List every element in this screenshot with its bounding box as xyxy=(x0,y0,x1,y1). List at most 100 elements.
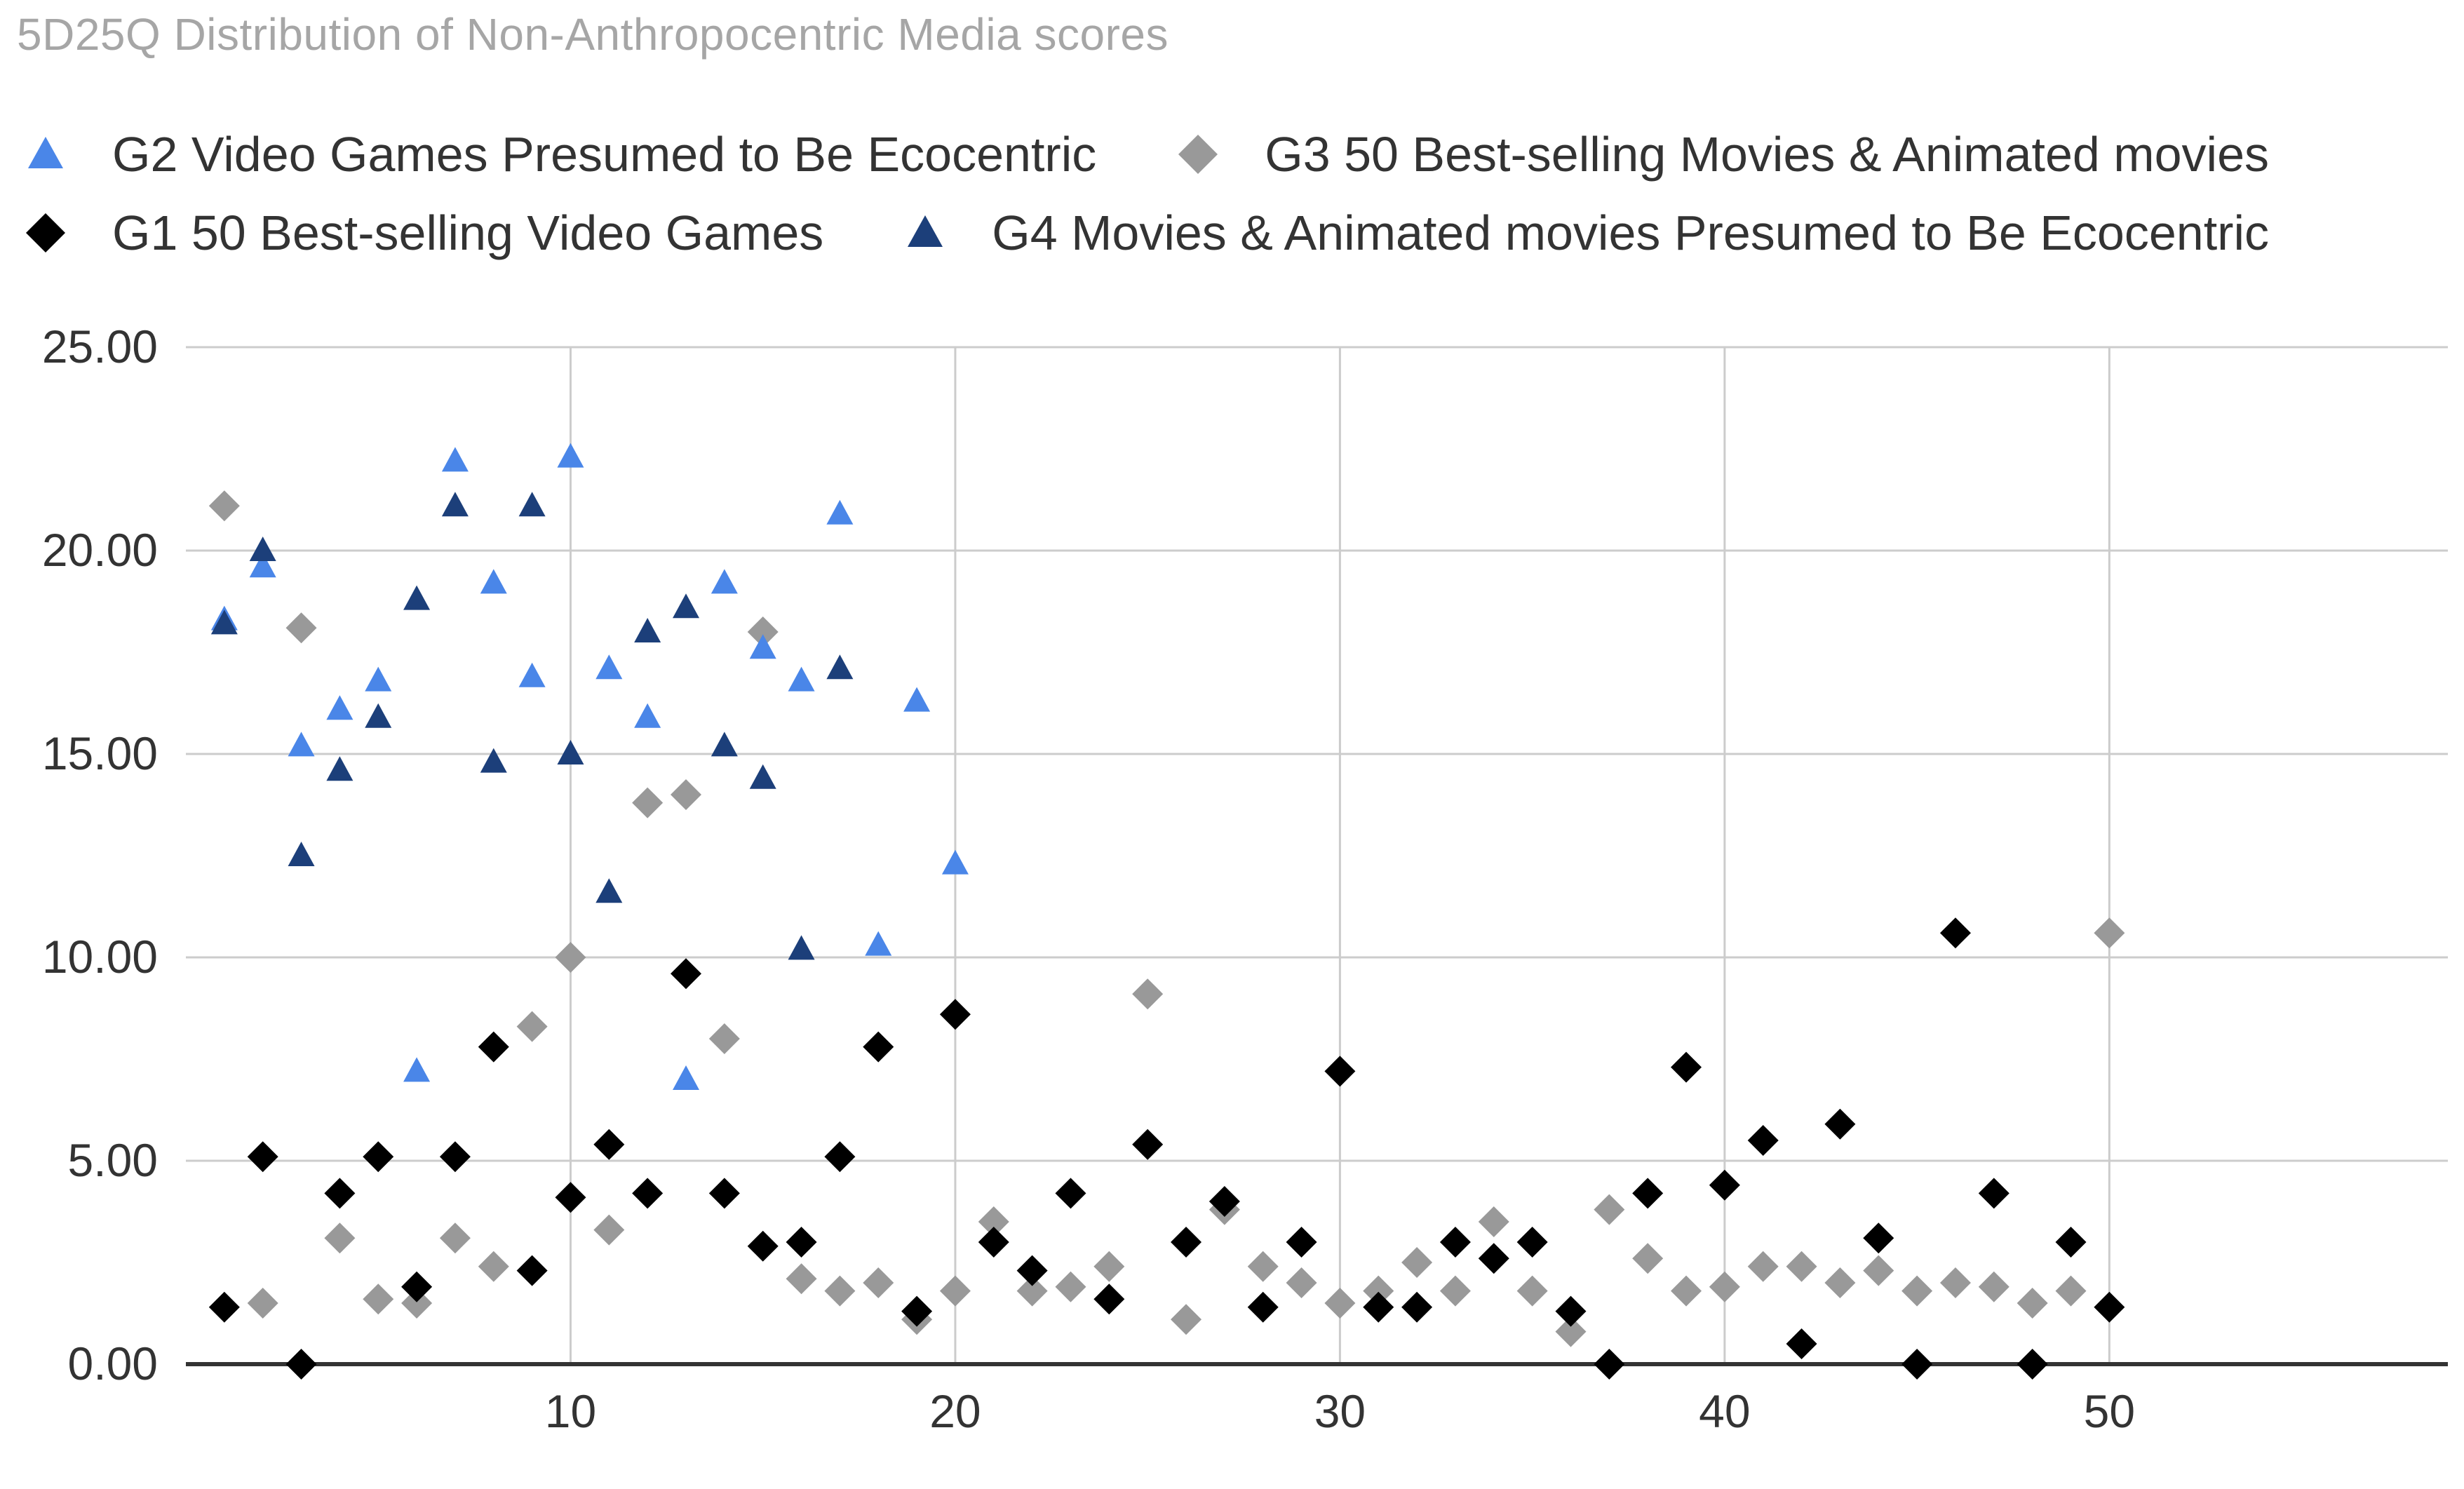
point-g1 xyxy=(1478,1243,1509,1274)
legend-item-g4: G4 Movies & Animated movies Presumed to … xyxy=(901,205,2269,261)
point-g1 xyxy=(1171,1227,1202,1258)
y-tick-label: 25.00 xyxy=(42,321,158,372)
point-g2 xyxy=(365,666,392,692)
y-tick-label: 20.00 xyxy=(42,524,158,576)
point-g1 xyxy=(1401,1291,1433,1323)
legend-marker-g2-triangle-icon xyxy=(28,137,63,168)
point-g1 xyxy=(1132,1128,1164,1160)
point-g4 xyxy=(595,878,623,903)
point-g3 xyxy=(1632,1243,1664,1274)
point-g1 xyxy=(516,1255,548,1286)
point-g4 xyxy=(249,537,276,561)
point-g4 xyxy=(634,618,661,642)
point-g1 xyxy=(1016,1255,1048,1286)
legend-label-g1: G1 50 Best-selling Video Games xyxy=(112,206,824,260)
point-g4 xyxy=(480,748,507,773)
legend-label-g3: G3 50 Best-selling Movies & Animated mov… xyxy=(1265,127,2270,182)
y-tick-label: 10.00 xyxy=(42,931,158,983)
legend-item-g3: G3 50 Best-selling Movies & Animated mov… xyxy=(1173,126,2269,182)
point-g4 xyxy=(749,764,776,789)
point-g3 xyxy=(247,1288,278,1319)
point-g1 xyxy=(863,1031,894,1063)
point-g1 xyxy=(439,1141,471,1173)
point-g1 xyxy=(1516,1227,1548,1258)
point-g4 xyxy=(326,756,354,781)
point-g1 xyxy=(363,1141,394,1173)
point-g2 xyxy=(673,1065,700,1090)
point-g2 xyxy=(634,703,661,728)
point-g3 xyxy=(1747,1251,1779,1282)
legend-item-g1: G1 50 Best-selling Video Games xyxy=(21,205,823,261)
point-g3 xyxy=(2055,1275,2087,1307)
point-g2 xyxy=(288,732,315,757)
point-g1 xyxy=(401,1271,433,1302)
point-g1 xyxy=(1324,1056,1356,1087)
point-g2 xyxy=(826,499,854,525)
point-g1 xyxy=(2017,1349,2048,1380)
point-g1 xyxy=(1209,1186,1240,1217)
point-g1 xyxy=(747,1230,779,1262)
y-tick-label: 0.00 xyxy=(68,1338,158,1389)
point-g1 xyxy=(1863,1222,1894,1254)
legend-marker-g1-diamond-icon xyxy=(26,213,65,252)
point-g3 xyxy=(363,1283,394,1315)
point-g3 xyxy=(1247,1251,1279,1282)
point-g2 xyxy=(441,447,469,472)
point-g3 xyxy=(1939,1267,1971,1298)
point-g1 xyxy=(1939,917,1971,949)
x-tick-label: 20 xyxy=(929,1385,981,1437)
point-g3 xyxy=(555,942,586,973)
point-g1 xyxy=(632,1178,664,1209)
legend-row-1: G2 Video Games Presumed to Be Ecocentric… xyxy=(21,119,2346,189)
point-g3 xyxy=(978,1206,1009,1237)
legend-row-2: G1 50 Best-selling Video Games G4 Movies… xyxy=(21,198,2346,268)
point-g4 xyxy=(788,935,815,960)
point-g1 xyxy=(247,1141,278,1173)
y-tick-label: 5.00 xyxy=(68,1134,158,1186)
point-g3 xyxy=(1401,1247,1433,1278)
point-g1 xyxy=(1093,1283,1125,1315)
point-g3 xyxy=(1671,1275,1702,1307)
point-g2 xyxy=(403,1057,431,1082)
point-g3 xyxy=(1439,1275,1471,1307)
point-g4 xyxy=(403,585,431,610)
point-g3 xyxy=(401,1288,433,1319)
point-g2 xyxy=(711,569,738,594)
point-g3 xyxy=(1516,1275,1548,1307)
point-g1 xyxy=(1632,1178,1664,1209)
point-g1 xyxy=(555,1182,586,1213)
point-g3 xyxy=(1055,1271,1086,1302)
point-g1 xyxy=(978,1227,1009,1258)
point-g1 xyxy=(824,1141,856,1173)
point-g2 xyxy=(941,849,969,875)
point-g1 xyxy=(324,1178,356,1209)
point-g4 xyxy=(673,593,700,619)
point-g3 xyxy=(671,779,702,810)
point-g3 xyxy=(708,1023,740,1054)
point-g3 xyxy=(1901,1275,1933,1307)
point-g3 xyxy=(747,617,779,647)
point-g3 xyxy=(1363,1275,1394,1307)
point-g3 xyxy=(1132,978,1164,1010)
legend-label-g2: G2 Video Games Presumed to Be Ecocentric xyxy=(112,127,1097,182)
point-g3 xyxy=(1709,1271,1740,1302)
point-g3 xyxy=(516,1011,548,1042)
point-g3 xyxy=(1016,1275,1048,1307)
point-g1 xyxy=(1671,1051,1702,1083)
point-g1 xyxy=(2094,1291,2125,1323)
point-g4 xyxy=(826,654,854,680)
point-g1 xyxy=(285,1349,317,1380)
point-g2 xyxy=(557,443,584,468)
x-tick-label: 40 xyxy=(1699,1385,1750,1437)
point-g1 xyxy=(1055,1178,1086,1209)
x-tick-label: 30 xyxy=(1314,1385,1366,1437)
point-g1 xyxy=(901,1295,933,1327)
point-g4 xyxy=(518,492,546,517)
point-g3 xyxy=(1555,1316,1587,1347)
point-g1 xyxy=(208,1291,240,1323)
legend-item-g2: G2 Video Games Presumed to Be Ecocentric xyxy=(21,126,1096,182)
point-g3 xyxy=(863,1267,894,1298)
point-g2 xyxy=(595,654,623,680)
point-g3 xyxy=(1093,1251,1125,1282)
